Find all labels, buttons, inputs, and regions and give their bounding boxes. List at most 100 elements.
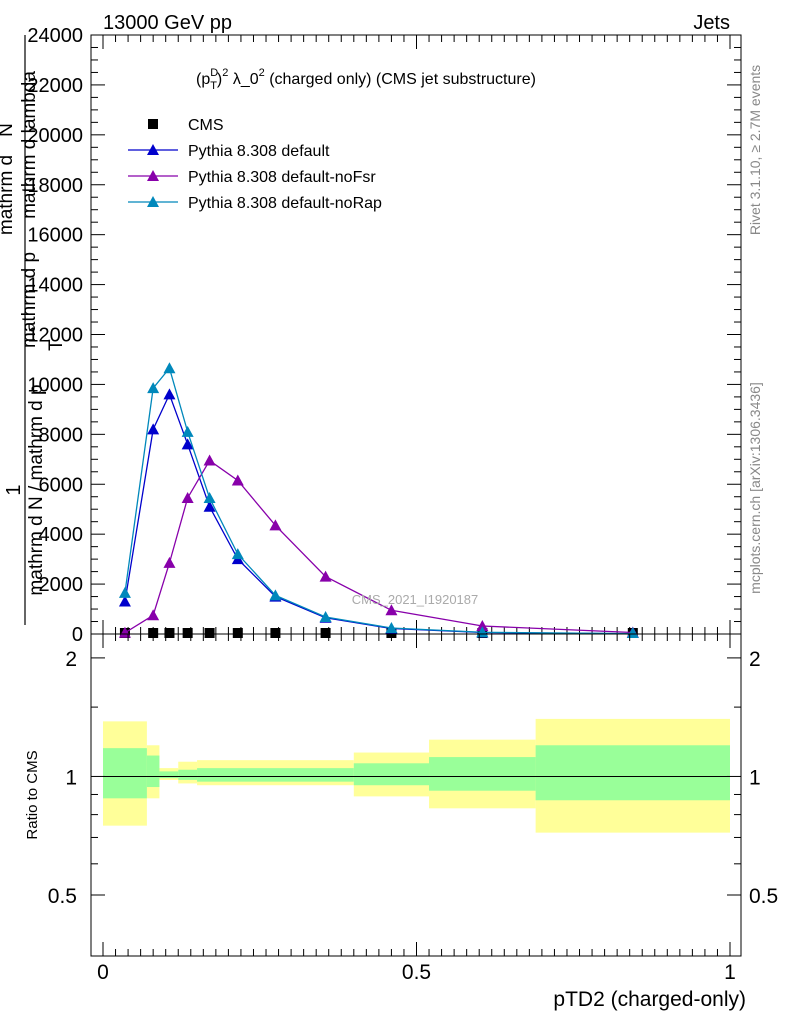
data-point — [182, 628, 193, 638]
y-tick-label: 24000 — [27, 25, 83, 47]
data-point — [385, 604, 398, 616]
data-point — [147, 382, 160, 394]
ratio-inner-band — [197, 768, 354, 782]
ylabel-lambda: mathrm d lambda — [19, 71, 40, 219]
title-sup-D: D — [210, 67, 218, 79]
legend-label: Pythia 8.308 default-noFsr — [188, 169, 376, 186]
data-point — [269, 519, 282, 531]
y-tick-label: 22000 — [27, 75, 83, 97]
data-point — [163, 556, 176, 568]
y-tick-label: 18000 — [27, 175, 83, 197]
ratio-y-tick-label: 0.5 — [48, 885, 77, 908]
data-point — [148, 628, 159, 638]
data-point — [320, 628, 331, 638]
data-point — [181, 491, 194, 503]
data-point — [181, 425, 194, 437]
legend-marker — [147, 196, 159, 207]
title-close: ) — [217, 71, 222, 88]
data-point — [270, 628, 281, 638]
title-sup-2: 2 — [222, 67, 228, 79]
legend-label: CMS — [188, 117, 224, 134]
x-tick-label: 1 — [724, 961, 736, 984]
title-sup-3: 2 — [259, 67, 265, 79]
ylabel-one: 1 — [3, 484, 25, 495]
y-tick-label: 14000 — [27, 275, 83, 297]
main-x-axis-ticks — [102, 35, 731, 634]
data-point — [204, 628, 215, 638]
legend-marker — [148, 119, 158, 129]
ratio-inner-band — [429, 757, 536, 791]
data-point — [319, 570, 332, 582]
title-lambda: λ_0 — [228, 71, 258, 88]
ratio-plot-panel: 0.5 0.51 12 2 0 0.5 1 Ratio to CMS pTD2 (char… — [24, 633, 778, 1011]
ratio-y-axis-label: Ratio to CMS — [24, 750, 41, 839]
title-sub-T: T — [210, 80, 217, 92]
data-point — [231, 474, 244, 486]
y-tick-label: 12000 — [27, 325, 83, 347]
data-point — [385, 622, 398, 634]
title-p: (p — [196, 71, 210, 88]
data-point — [203, 491, 216, 503]
x-tick-label: 0.5 — [402, 961, 431, 984]
plot-title: (pD T)2 λ_02 (charged only) (CMS jet subs… — [196, 67, 536, 92]
header-group-label: Jets — [693, 12, 730, 34]
series-2 — [118, 454, 639, 638]
legend-marker — [147, 144, 159, 155]
y-tick-label: 6000 — [39, 474, 84, 496]
ratio-inner-band — [535, 745, 730, 801]
legend-label: Pythia 8.308 default — [188, 143, 330, 160]
y-tick-label: 4000 — [39, 524, 84, 546]
y-tick-label: 8000 — [39, 424, 84, 446]
data-point — [269, 589, 282, 601]
ylabel-denominator: mathrm d p — [19, 252, 40, 348]
ratio-inner-band — [159, 771, 179, 779]
mcplots-credit-label: mcplots.cern.ch [arXiv:1306.3436] — [747, 382, 763, 594]
ratio-inner-band — [103, 748, 147, 799]
main-y-axis-label: 1 mathrm d N / mathrm d p T mathrm d mat… — [0, 35, 67, 625]
data-point — [232, 628, 243, 638]
data-point — [163, 362, 176, 374]
ratio-x-axis: 0 0.5 1 — [97, 634, 736, 984]
data-point — [181, 438, 194, 450]
ratio-y-tick-label-right: 0.5 — [749, 885, 778, 908]
ratio-inner-band — [146, 755, 160, 788]
data-point — [147, 423, 160, 435]
ratio-y-tick-label: 2 — [65, 648, 77, 671]
data-point — [147, 609, 160, 621]
data-point — [163, 388, 176, 400]
legend-marker — [147, 170, 159, 181]
ratio-y-axis: 0.5 0.5 1 1 2 2 — [48, 648, 778, 908]
y-tick-label: 2000 — [39, 574, 84, 596]
y-tick-label: 16000 — [27, 225, 83, 247]
main-series-layer — [118, 362, 639, 638]
data-point — [203, 500, 216, 512]
data-point — [476, 620, 489, 632]
data-point — [118, 595, 131, 607]
ratio-inner-band — [353, 763, 430, 786]
legend: CMS Pythia 8.308 default Pythia 8.308 defa… — [128, 117, 382, 212]
analysis-watermark: CMS_2021_I1920187 — [352, 592, 479, 607]
ratio-y-tick-label: 1 — [65, 766, 77, 789]
data-point — [203, 454, 216, 466]
main-plot-panel: 0 2000 4000 6000 8000 10000 12000 14000 16000 180… — [0, 25, 742, 646]
rivet-version-label: Rivet 3.1.10, ≥ 2.7M events — [747, 65, 763, 235]
ylabel-N: N — [0, 123, 17, 137]
data-point — [319, 611, 332, 623]
ratio-y-tick-label-right: 2 — [749, 648, 761, 671]
legend-label: Pythia 8.308 default-noRap — [188, 195, 382, 212]
x-axis-label: pTD2 (charged-only) — [553, 988, 746, 1011]
data-point — [164, 628, 175, 638]
ylabel-numerator: mathrm d — [0, 155, 17, 235]
ylabel-fraction-text: mathrm d N / mathrm d p — [26, 384, 47, 595]
title-tail: (charged only) (CMS jet substructure) — [265, 71, 536, 88]
y-tick-label: 20000 — [27, 125, 83, 147]
y-tick-label: 10000 — [27, 374, 83, 396]
ratio-bands-layer — [103, 718, 730, 833]
x-tick-label: 0 — [97, 961, 109, 984]
ratio-y-tick-label-right: 1 — [749, 766, 761, 789]
main-y-axis: 0 2000 4000 6000 8000 10000 12000 14000 16000 180… — [27, 25, 741, 646]
ratio-inner-band — [178, 769, 198, 780]
data-point — [231, 548, 244, 560]
data-point — [118, 586, 131, 598]
